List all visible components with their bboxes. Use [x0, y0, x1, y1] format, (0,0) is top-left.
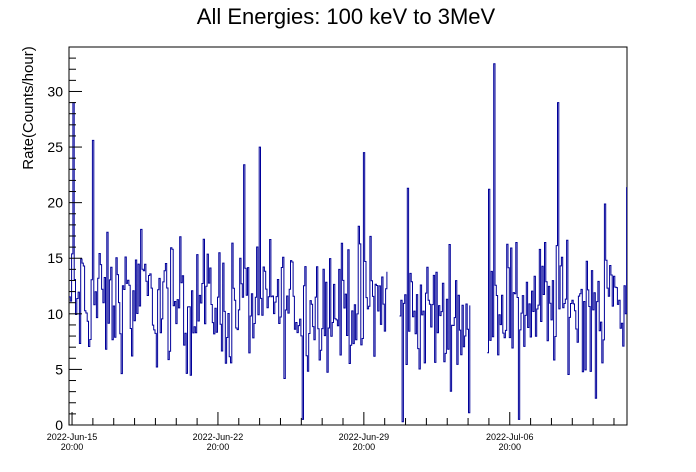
- series-line: [69, 102, 388, 420]
- y-tick-label: 20: [47, 195, 63, 211]
- y-tick-label: 0: [55, 417, 63, 433]
- x-tick-label-time: 20:00: [498, 442, 521, 452]
- y-tick-label: 15: [47, 250, 63, 266]
- x-tick-label-time: 20:00: [61, 442, 84, 452]
- y-tick-label: 25: [47, 139, 63, 155]
- series-line: [399, 187, 471, 423]
- series-line: [487, 63, 628, 420]
- x-tick-label-date: 2022-Jun-22: [193, 432, 244, 442]
- plot-frame: [68, 46, 628, 426]
- x-tick-label-date: 2022-Jul-06: [486, 432, 534, 442]
- chart-title: All Energies: 100 keV to 3MeV: [197, 4, 496, 29]
- y-axis-label: Rate(Counts/hour): [20, 46, 37, 169]
- x-tick-label-time: 20:00: [353, 442, 376, 452]
- y-tick-label: 5: [55, 361, 63, 377]
- x-tick-label-date: 2022-Jun-29: [339, 432, 390, 442]
- x-tick-label-date: 2022-Jun-15: [47, 432, 98, 442]
- y-tick-label: 30: [47, 83, 63, 99]
- x-tick-label-time: 20:00: [207, 442, 230, 452]
- y-tick-label: 10: [47, 306, 63, 322]
